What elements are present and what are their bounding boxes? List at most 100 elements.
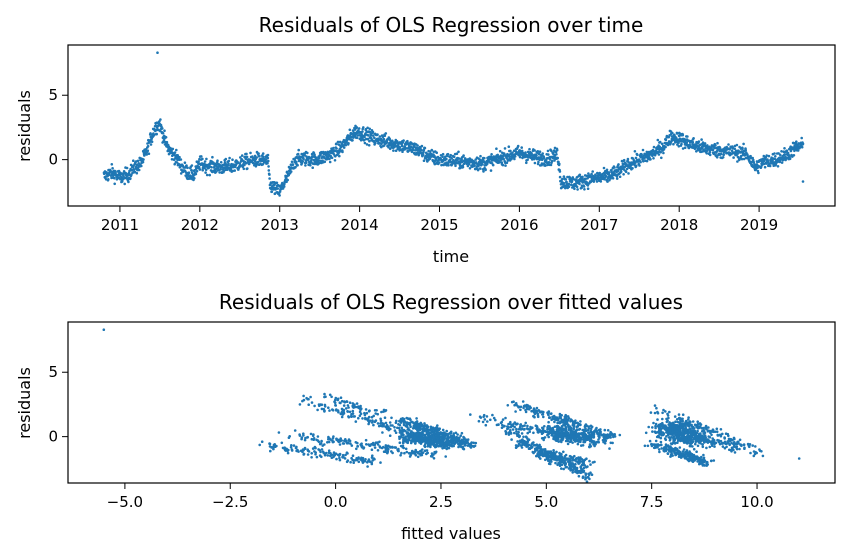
- data-point: [461, 439, 464, 443]
- data-point: [503, 424, 506, 428]
- data-point: [595, 429, 598, 432]
- data-point: [227, 159, 231, 163]
- data-point: [579, 456, 582, 459]
- data-point: [709, 459, 713, 463]
- data-point: [447, 164, 450, 167]
- data-point: [347, 415, 350, 418]
- data-point: [292, 444, 296, 447]
- data-point: [512, 400, 515, 404]
- data-point: [757, 171, 760, 175]
- data-point: [801, 142, 805, 146]
- data-point: [533, 149, 536, 152]
- data-point: [353, 415, 357, 418]
- data-point: [323, 443, 326, 446]
- data-point: [224, 157, 228, 161]
- data-point: [316, 435, 320, 438]
- data-point: [501, 163, 505, 167]
- data-point: [448, 431, 452, 435]
- data-point: [327, 440, 331, 444]
- data-point: [515, 427, 518, 431]
- data-point: [179, 172, 183, 175]
- data-point: [515, 432, 519, 436]
- data-point: [383, 134, 387, 137]
- data-point: [445, 157, 448, 161]
- data-point: [185, 164, 188, 167]
- data-point: [524, 443, 527, 446]
- data-point: [741, 147, 744, 151]
- data-point: [315, 455, 319, 459]
- data-point: [561, 177, 564, 181]
- data-point: [520, 441, 523, 444]
- data-point: [142, 158, 145, 161]
- data-point: [246, 167, 249, 170]
- data-point: [607, 436, 610, 439]
- data-point: [555, 148, 559, 152]
- data-point: [449, 153, 453, 157]
- data-point: [521, 438, 524, 441]
- data-point: [626, 157, 630, 161]
- data-point: [366, 461, 369, 464]
- data-point: [317, 448, 320, 451]
- data-point: [332, 435, 335, 438]
- data-point: [335, 457, 338, 461]
- data-point: [349, 460, 352, 464]
- data-point: [549, 459, 553, 463]
- data-point: [579, 420, 582, 423]
- data-point: [324, 395, 327, 399]
- data-point: [664, 145, 667, 149]
- data-point: [705, 152, 708, 155]
- data-point: [542, 453, 545, 457]
- data-point: [556, 156, 559, 160]
- data-point: [328, 157, 331, 161]
- data-point: [571, 422, 575, 425]
- data-point: [655, 406, 658, 410]
- data-point: [352, 459, 356, 462]
- data-point: [461, 165, 465, 169]
- data-point: [330, 156, 334, 160]
- data-point: [296, 163, 299, 167]
- data-point: [481, 163, 484, 166]
- data-point: [619, 170, 623, 173]
- data-point: [415, 420, 419, 423]
- data-point: [388, 421, 392, 424]
- data-point: [519, 423, 523, 426]
- data-point: [574, 419, 577, 423]
- data-point: [348, 128, 352, 132]
- data-point: [190, 164, 194, 167]
- data-point: [190, 171, 194, 174]
- data-point: [476, 168, 480, 172]
- data-point: [518, 155, 522, 159]
- data-point: [567, 185, 571, 188]
- data-point: [713, 445, 716, 448]
- data-point: [344, 143, 348, 147]
- data-point: [323, 403, 327, 407]
- data-point: [332, 454, 336, 458]
- data-point: [490, 153, 493, 156]
- data-point: [376, 449, 380, 452]
- data-point: [401, 445, 405, 449]
- data-point: [780, 150, 783, 153]
- data-point: [661, 411, 664, 415]
- data-point: [732, 448, 735, 452]
- data-point: [653, 411, 657, 415]
- data-point: [422, 429, 425, 432]
- data-point: [326, 454, 330, 457]
- data-point: [402, 139, 405, 142]
- data-point: [460, 431, 464, 435]
- data-point: [636, 153, 639, 157]
- data-point: [646, 444, 650, 448]
- data-point: [301, 399, 304, 403]
- data-point: [266, 153, 270, 157]
- data-point: [295, 160, 298, 164]
- data-point: [504, 164, 507, 167]
- data-point: [719, 439, 723, 443]
- data-point: [382, 445, 385, 449]
- data-point: [583, 188, 586, 191]
- data-point: [558, 162, 561, 166]
- data-point: [190, 169, 193, 172]
- data-point: [569, 420, 572, 423]
- data-point: [738, 447, 741, 451]
- chart-title: Residuals of OLS Regression over time: [259, 13, 644, 37]
- data-point: [744, 148, 747, 152]
- data-point: [601, 433, 604, 437]
